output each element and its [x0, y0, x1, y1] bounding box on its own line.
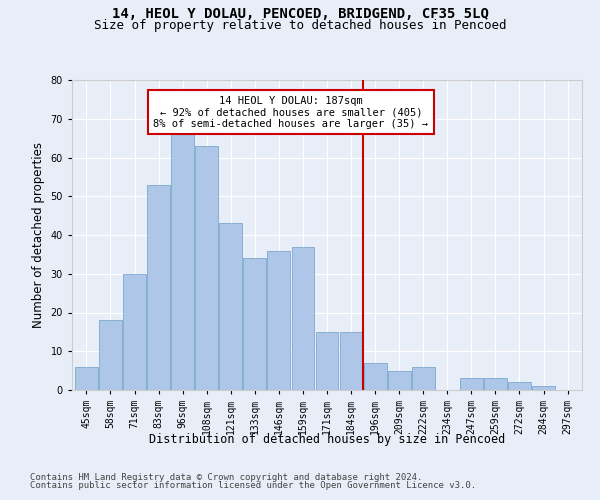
Bar: [147, 184, 170, 390]
Text: 14, HEOL Y DOLAU, PENCOED, BRIDGEND, CF35 5LQ: 14, HEOL Y DOLAU, PENCOED, BRIDGEND, CF3…: [112, 8, 488, 22]
Bar: [123, 274, 146, 390]
Bar: [508, 382, 531, 390]
Bar: [195, 146, 218, 390]
Text: Distribution of detached houses by size in Pencoed: Distribution of detached houses by size …: [149, 432, 505, 446]
Bar: [268, 250, 290, 390]
Text: Contains public sector information licensed under the Open Government Licence v3: Contains public sector information licen…: [30, 481, 476, 490]
Text: 14 HEOL Y DOLAU: 187sqm
← 92% of detached houses are smaller (405)
8% of semi-de: 14 HEOL Y DOLAU: 187sqm ← 92% of detache…: [154, 96, 428, 128]
Text: Contains HM Land Registry data © Crown copyright and database right 2024.: Contains HM Land Registry data © Crown c…: [30, 472, 422, 482]
Bar: [75, 367, 98, 390]
Bar: [244, 258, 266, 390]
Y-axis label: Number of detached properties: Number of detached properties: [32, 142, 45, 328]
Bar: [484, 378, 507, 390]
Bar: [171, 134, 194, 390]
Bar: [364, 363, 386, 390]
Text: Size of property relative to detached houses in Pencoed: Size of property relative to detached ho…: [94, 18, 506, 32]
Bar: [99, 320, 122, 390]
Bar: [292, 246, 314, 390]
Bar: [460, 378, 483, 390]
Bar: [220, 224, 242, 390]
Bar: [388, 370, 410, 390]
Bar: [340, 332, 362, 390]
Bar: [412, 367, 434, 390]
Bar: [532, 386, 555, 390]
Bar: [316, 332, 338, 390]
